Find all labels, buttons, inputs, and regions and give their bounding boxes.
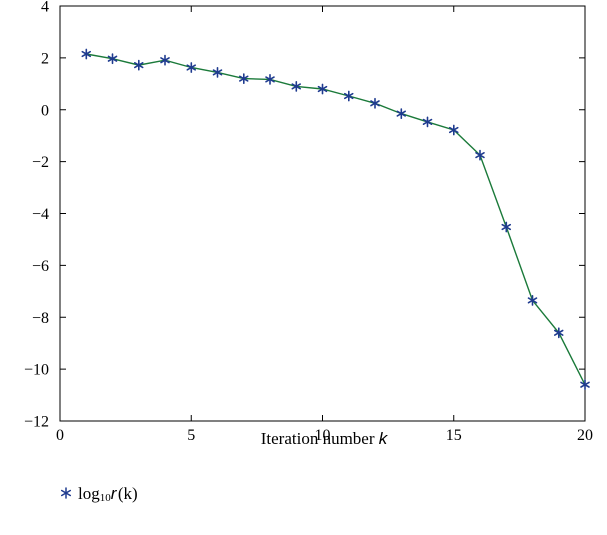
data-point-marker — [475, 149, 485, 161]
data-point-marker — [527, 294, 538, 306]
data-point-marker — [134, 59, 144, 71]
y-tick-label: −12 — [24, 414, 49, 431]
data-point-marker — [580, 379, 590, 391]
x-tick-label: 10 — [315, 427, 331, 444]
x-tick-label: 0 — [56, 427, 64, 444]
y-tick-label: −4 — [32, 206, 49, 223]
x-axis-title: Iteration number k — [261, 429, 389, 448]
data-point-marker — [422, 116, 433, 128]
x-tick-label: 20 — [577, 427, 593, 444]
legend-label: log10r (k) — [78, 484, 138, 504]
legend-variable: r — [110, 484, 117, 503]
data-point-marker — [448, 124, 459, 136]
y-tick-label: −10 — [24, 362, 49, 379]
y-tick-label: 2 — [41, 50, 49, 67]
x-tick-label: 5 — [187, 427, 195, 444]
y-tick-label: 0 — [41, 102, 49, 119]
y-tick-label: −2 — [32, 154, 49, 171]
data-point-marker — [343, 90, 354, 102]
legend-asterisk-marker-icon — [60, 487, 72, 499]
data-point-marker — [291, 81, 302, 92]
y-tick-label: 4 — [41, 0, 49, 16]
data-point-marker — [317, 83, 328, 95]
legend-log: log — [78, 484, 100, 503]
data-point-marker — [239, 73, 249, 84]
data-point-marker — [186, 62, 196, 73]
x-axis-title-text: Iteration number — [261, 429, 375, 448]
data-point-marker — [396, 108, 407, 119]
data-point-marker — [81, 48, 91, 60]
data-point-marker — [265, 74, 275, 85]
data-point-marker — [501, 221, 512, 233]
y-tick-label: −8 — [32, 310, 49, 327]
data-point-marker — [553, 327, 564, 339]
legend-argument: (k) — [117, 484, 138, 503]
legend-subscript: 10 — [99, 492, 111, 504]
data-point-marker — [212, 67, 223, 78]
chart-legend: log10r (k) — [60, 482, 138, 506]
data-point-marker — [107, 53, 118, 65]
data-point-marker — [370, 97, 380, 109]
data-point-marker — [160, 54, 170, 66]
x-tick-label: 15 — [446, 427, 462, 444]
series-line — [86, 53, 586, 386]
y-tick-label: −6 — [32, 258, 49, 275]
x-axis-title-variable: k — [379, 429, 389, 448]
